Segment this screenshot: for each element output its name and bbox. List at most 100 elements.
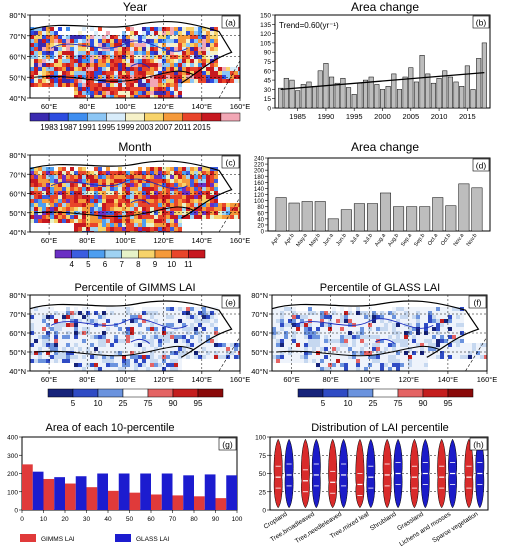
colorbar-cell: [72, 388, 99, 398]
map-cell: [344, 359, 348, 363]
map-cell: [400, 355, 404, 359]
lat-tick-label: 50°N: [251, 348, 268, 357]
map-cell: [178, 367, 182, 371]
map-cell: [178, 55, 182, 59]
map-cell: [66, 55, 70, 59]
map-cell: [162, 51, 166, 55]
map-cell: [54, 67, 58, 71]
map-cell: [170, 315, 174, 319]
map-cell: [206, 343, 210, 347]
map-cell: [368, 311, 372, 315]
map-cell: [304, 347, 308, 351]
map-cell: [102, 67, 106, 71]
map-cell: [130, 335, 134, 339]
bar-glass-lai: [54, 477, 65, 510]
map-cell: [280, 359, 284, 363]
bar-gimms-lai: [151, 494, 162, 510]
map-cell: [110, 55, 114, 59]
map-cell: [198, 35, 202, 39]
map-cell: [432, 315, 436, 319]
map-cell: [428, 307, 432, 311]
map-cell: [158, 215, 162, 219]
map-cell: [162, 87, 166, 91]
map-cell: [198, 79, 202, 83]
map-cell: [142, 343, 146, 347]
map-cell: [66, 79, 70, 83]
map-cell: [150, 227, 154, 231]
panel-a-map-field: [30, 15, 240, 98]
map-cell: [170, 63, 174, 67]
map-border: [34, 70, 195, 82]
map-cell: [74, 91, 78, 95]
map-cell: [54, 323, 58, 327]
panel-a-title: Year: [123, 0, 147, 14]
map-cell: [372, 315, 376, 319]
lon-tick-label: 140°E: [438, 375, 459, 384]
colorbar-label: 2011: [174, 123, 192, 132]
map-cell: [34, 59, 38, 63]
map-cell: [30, 71, 34, 75]
map-cell: [138, 339, 142, 343]
map-cell: [400, 351, 404, 355]
map-cell: [122, 351, 126, 355]
map-cell: [222, 347, 226, 351]
map-cell: [58, 39, 62, 43]
map-cell: [78, 31, 82, 35]
map-cell: [142, 87, 146, 91]
map-cell: [424, 347, 428, 351]
map-cell: [162, 339, 166, 343]
map-cell: [166, 171, 170, 175]
map-cell: [162, 63, 166, 67]
map-cell: [206, 327, 210, 331]
map-cell: [150, 223, 154, 227]
map-cell: [174, 67, 178, 71]
lon-tick-label: 100°E: [359, 375, 380, 384]
map-cell: [146, 219, 150, 223]
map-cell: [94, 47, 98, 51]
map-cell: [54, 39, 58, 43]
map-cell: [186, 79, 190, 83]
map-cell: [106, 351, 110, 355]
map-cell: [166, 363, 170, 367]
map-cell: [110, 187, 114, 191]
map-cell: [34, 167, 38, 171]
map-cell: [142, 215, 146, 219]
colorbar-label: 95: [194, 399, 203, 408]
map-cell: [106, 191, 110, 195]
map-cell: [316, 355, 320, 359]
map-cell: [98, 27, 102, 31]
panel-a-lon-ticks: 60°E 80°E 100°E 120°E 140°E 160°E: [41, 98, 250, 111]
map-cell: [190, 35, 194, 39]
panel-f-map-field: [272, 295, 487, 371]
map-cell: [106, 367, 110, 371]
map-cell: [86, 187, 90, 191]
map-cell: [130, 219, 134, 223]
map-cell: [404, 363, 408, 367]
bar: [278, 87, 284, 109]
x-tick-label: Sep.a: [400, 232, 414, 248]
map-cell: [328, 339, 332, 343]
map-cell: [154, 323, 158, 327]
colorbar-cell: [97, 388, 124, 398]
map-cell: [182, 167, 186, 171]
map-cell: [300, 323, 304, 327]
map-cell: [86, 351, 90, 355]
map-cell: [42, 343, 46, 347]
map-cell: [300, 339, 304, 343]
map-cell: [396, 339, 400, 343]
map-cell: [328, 363, 332, 367]
map-cell: [210, 43, 214, 47]
map-cell: [138, 91, 142, 95]
map-cell: [214, 79, 218, 83]
map-cell: [58, 311, 62, 315]
map-cell: [146, 327, 150, 331]
map-cell: [308, 343, 312, 347]
map-cell: [190, 59, 194, 63]
map-cell: [158, 47, 162, 51]
map-cell: [372, 335, 376, 339]
map-cell: [82, 51, 86, 55]
map-cell: [186, 183, 190, 187]
y-tick-label: 15: [264, 96, 272, 103]
map-cell: [46, 199, 50, 203]
bar: [425, 73, 431, 109]
